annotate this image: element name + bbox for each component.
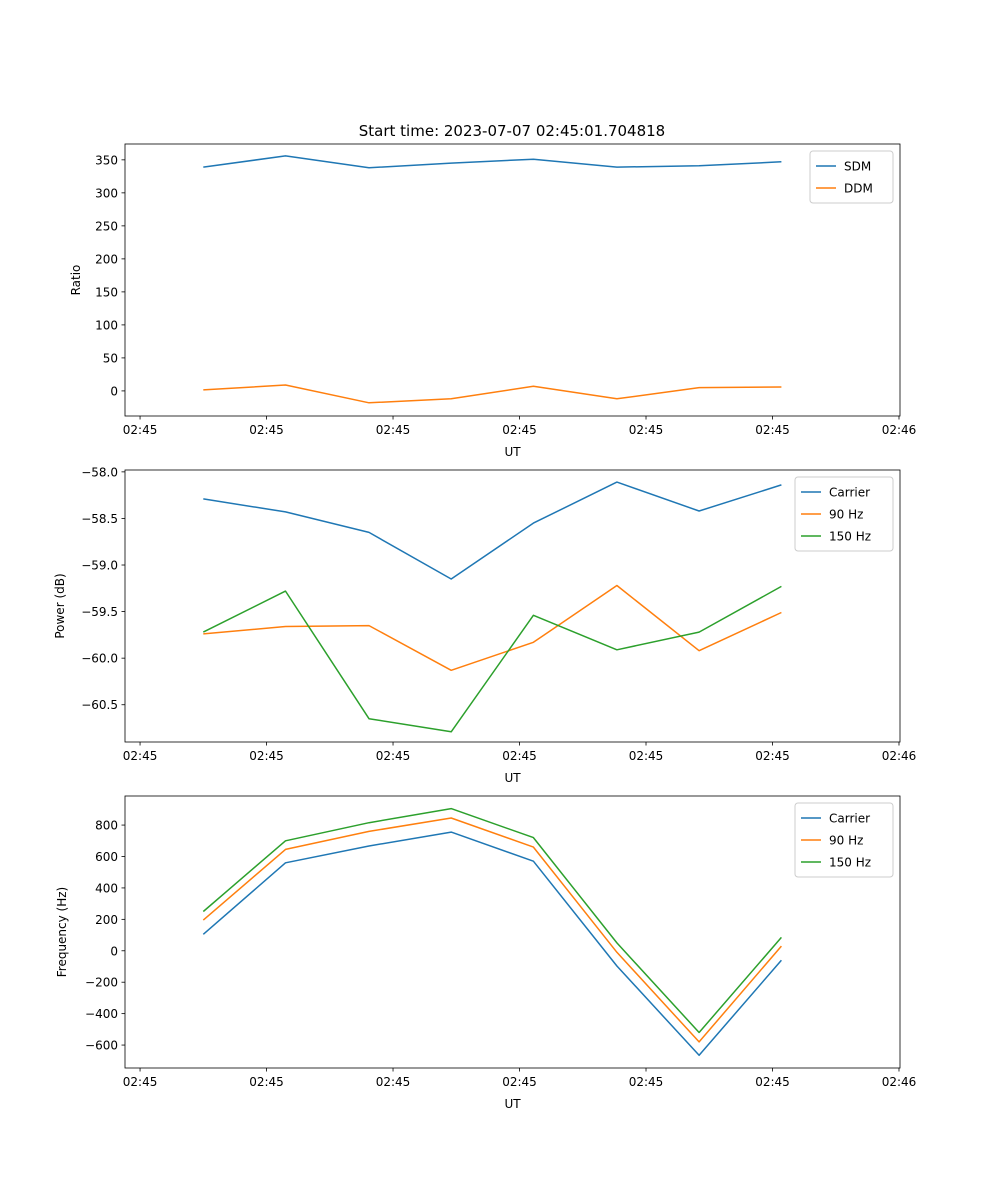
x-tick-label: 02:45 — [502, 749, 537, 763]
subplot-2: 02:45 02:45 02:45 02:45 02:45 02:45 02:46 UT −60… — [53, 465, 916, 785]
series-line-carrier — [202, 831, 782, 1057]
series-line-90-hz — [202, 817, 782, 1043]
y-tick-label: 400 — [95, 881, 118, 895]
x-tick-label: 02:45 — [755, 423, 790, 437]
y-tick-label: −60.5 — [81, 698, 118, 712]
series-line-90-hz — [203, 584, 782, 672]
legend-label: SDM — [844, 160, 871, 174]
x-tick-label: 02:45 — [376, 423, 411, 437]
x-tick-label: 02:46 — [882, 423, 917, 437]
y-tick-label: 50 — [103, 351, 118, 365]
x-tick-label: 02:46 — [882, 1075, 917, 1089]
y-tick-label: −600 — [85, 1039, 118, 1053]
legend-label: 90 Hz — [829, 834, 863, 848]
y-tick-label: 300 — [95, 186, 118, 200]
y-tick-label: 200 — [95, 913, 118, 927]
subplot-3: 02:45 02:45 02:45 02:45 02:45 02:45 02:46 UT −60… — [55, 795, 917, 1111]
y-tick-label: 0 — [110, 384, 118, 398]
legend-box — [794, 476, 894, 552]
x-tick-label: 02:45 — [123, 749, 158, 763]
y-tick-label: 350 — [95, 153, 118, 167]
y-tick-label: 800 — [95, 819, 118, 833]
legend-label: 150 Hz — [829, 530, 871, 544]
x-tick-label: 02:45 — [376, 749, 411, 763]
x-tick-label: 02:45 — [249, 749, 284, 763]
legend-box — [809, 150, 894, 204]
y-tick-label: 150 — [95, 285, 118, 299]
x-tick-label: 02:45 — [123, 1075, 158, 1089]
series-line-carrier — [203, 481, 782, 580]
y-tick-label: 600 — [95, 850, 118, 864]
y-tick-label: 200 — [95, 252, 118, 266]
series-line-sdm — [203, 155, 782, 169]
x-tick-label: 02:45 — [249, 1075, 284, 1089]
y-tick-label: −60.0 — [81, 652, 118, 666]
x-tick-label: 02:45 — [755, 1075, 790, 1089]
y-axis-label: Ratio — [69, 265, 83, 296]
legend-label: DDM — [844, 182, 873, 196]
x-tick-label: 02:45 — [629, 1075, 664, 1089]
y-axis-label: Frequency (Hz) — [55, 887, 69, 978]
y-tick-label: −58.0 — [81, 465, 118, 479]
series-line-ddm — [203, 384, 782, 404]
legend-box — [794, 802, 894, 878]
x-tick-label: 02:45 — [376, 1075, 411, 1089]
y-tick-label: −58.5 — [81, 512, 118, 526]
axes-frame — [124, 143, 901, 417]
y-tick-label: −400 — [85, 1007, 118, 1021]
x-tick-label: 02:45 — [502, 1075, 537, 1089]
legend-label: 90 Hz — [829, 508, 863, 522]
x-tick-label: 02:45 — [502, 423, 537, 437]
y-axis-label: Power (dB) — [53, 573, 67, 638]
series-line-150-hz — [202, 585, 782, 733]
legend: SDM DDM — [809, 150, 894, 204]
legend: Carrier 90 Hz 150 Hz — [794, 802, 894, 878]
x-tick-label: 02:45 — [249, 423, 284, 437]
y-tick-label: 250 — [95, 219, 118, 233]
legend: Carrier 90 Hz 150 Hz — [794, 476, 894, 552]
series-line-150-hz — [202, 807, 782, 1034]
x-tick-label: 02:45 — [629, 423, 664, 437]
x-tick-label: 02:45 — [123, 423, 158, 437]
x-axis-label: UT — [504, 1097, 521, 1111]
y-tick-label: −59.5 — [81, 605, 118, 619]
axes-frame — [124, 469, 901, 743]
legend-label: Carrier — [829, 486, 870, 500]
x-tick-label: 02:46 — [882, 749, 917, 763]
y-tick-label: 0 — [110, 944, 118, 958]
x-axis-label: UT — [504, 771, 521, 785]
x-tick-label: 02:45 — [755, 749, 790, 763]
x-tick-label: 02:45 — [629, 749, 664, 763]
chart-title: Start time: 2023-07-07 02:45:01.704818 — [359, 122, 665, 140]
y-tick-label: −200 — [85, 976, 118, 990]
y-tick-label: −59.0 — [81, 559, 118, 573]
legend-label: 150 Hz — [829, 856, 871, 870]
y-tick-label: 100 — [95, 318, 118, 332]
legend-label: Carrier — [829, 812, 870, 826]
axes-frame — [124, 795, 901, 1069]
subplot-1: 02:45 02:45 02:45 02:45 02:45 02:45 02:46 UT 0 50… — [69, 143, 917, 459]
x-axis-label: UT — [504, 445, 521, 459]
